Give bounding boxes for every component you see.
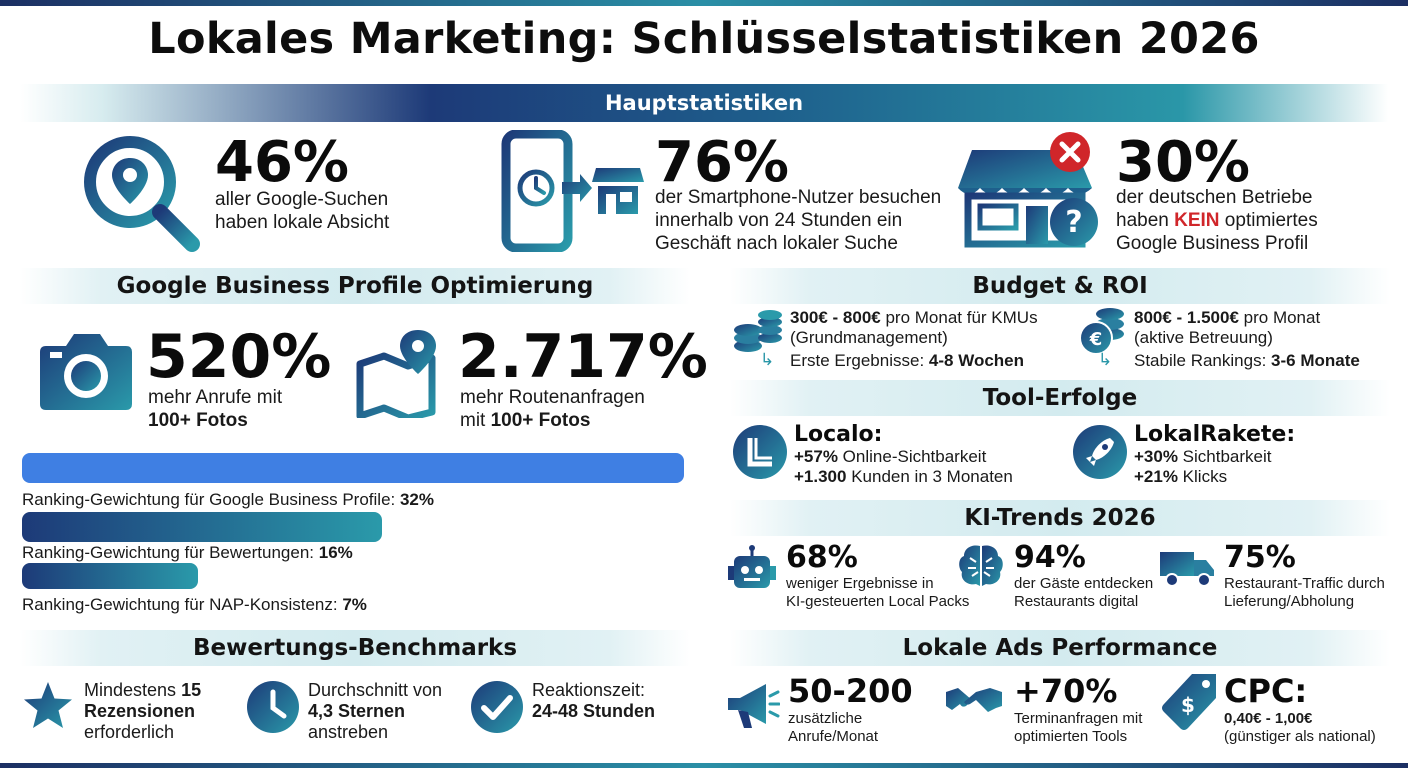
coins-icon — [732, 308, 784, 354]
rocket-icon — [1072, 424, 1128, 480]
gbp-calls-text: mehr Anrufe mit 100+ Fotos — [148, 387, 283, 431]
ai-restaurant-traffic: 75% Restaurant-Traffic durch Lieferung/A… — [1224, 540, 1385, 610]
brain-icon — [956, 542, 1006, 590]
gbp-routes-value: 2.717% — [458, 322, 708, 392]
star-icon — [22, 680, 74, 732]
ai-local-packs: 68% weniger Ergebnisse in KI-gesteuerten… — [786, 540, 970, 610]
gbp-calls-value: 520% — [146, 322, 332, 392]
review-min-count: Mindestens 15 Rezensionen erforderlich — [84, 680, 202, 742]
truck-icon — [1158, 548, 1216, 588]
budget-section-banner: Budget & ROI — [730, 268, 1390, 304]
kein-highlight: KEIN — [1174, 210, 1220, 231]
ranking-label-gbp: Ranking-Gewichtung für Google Business P… — [22, 490, 434, 509]
gbp-section-banner: Google Business Profile Optimierung — [20, 268, 690, 304]
main-stats-heading: Hauptstatistiken — [604, 91, 804, 115]
ads-heading: Lokale Ads Performance — [902, 635, 1218, 661]
localo-logo-icon — [732, 424, 788, 480]
bottom-accent-line — [0, 763, 1408, 768]
tool-localo: Localo: +57% Online-Sichtbarkeit +1.300 … — [794, 422, 1013, 486]
reviews-section-banner: Bewertungs-Benchmarks — [20, 630, 690, 666]
clock-icon — [246, 680, 300, 734]
tool-lokalrakete: LokalRakete: +30% Sichtbarkeit +21% Klic… — [1134, 422, 1296, 486]
ads-appointments: +70% Terminanfragen mit optimierten Tool… — [1014, 672, 1143, 745]
closed-store-icon: ? — [958, 130, 1108, 252]
ai-guests-digital: 94% der Gäste entdecken Restaurants digi… — [1014, 540, 1154, 610]
tools-heading: Tool-Erfolge — [982, 385, 1138, 411]
ads-cpc: CPC: 0,40€ - 1,00€ (günstiger als nation… — [1224, 672, 1376, 745]
robot-icon — [726, 544, 778, 592]
smartphone-store-icon — [500, 130, 650, 252]
stat-business-profile-text: der deutschen Betriebe haben KEIN optimi… — [1116, 187, 1318, 254]
arrow-icon: ↳ — [760, 350, 775, 369]
handshake-icon — [944, 680, 1004, 724]
stat-smartphone-value: 76% — [655, 130, 790, 195]
price-tag-icon: $ — [1162, 672, 1218, 732]
ranking-label-reviews: Ranking-Gewichtung für Bewertungen: 16% — [22, 543, 353, 562]
svg-text:?: ? — [1065, 205, 1082, 240]
ai-heading: KI-Trends 2026 — [964, 505, 1156, 531]
gbp-heading: Google Business Profile Optimierung — [116, 273, 594, 299]
megaphone-icon — [724, 676, 780, 732]
stat-business-profile-value: 30% — [1116, 130, 1251, 195]
budget-active: 800€ - 1.500€ pro Monat (aktive Betreuun… — [1134, 308, 1321, 347]
check-icon — [470, 680, 524, 734]
top-accent-line — [0, 0, 1408, 6]
page-title: Lokales Marketing: Schlüsselstatistiken … — [148, 14, 1260, 64]
budget-heading: Budget & ROI — [972, 273, 1148, 299]
main-stats-banner: Hauptstatistiken — [20, 84, 1388, 122]
svg-text:$: $ — [1181, 693, 1195, 717]
location-search-icon — [78, 130, 202, 254]
map-pin-icon — [356, 328, 448, 418]
reviews-heading: Bewertungs-Benchmarks — [192, 635, 518, 661]
review-response-time: Reaktionszeit: 24-48 Stunden — [532, 680, 656, 721]
ranking-label-nap: Ranking-Gewichtung für NAP-Konsistenz: 7… — [22, 595, 367, 614]
stat-local-search-text: aller Google-Suchen haben lokale Absicht — [215, 189, 390, 233]
ai-section-banner: KI-Trends 2026 — [730, 500, 1390, 536]
camera-icon — [38, 328, 134, 412]
ranking-bar-nap — [22, 563, 198, 589]
ranking-bar-reviews — [22, 512, 382, 542]
svg-text:€: € — [1089, 329, 1103, 350]
ads-extra-calls: 50-200 zusätzliche Anrufe/Monat — [788, 672, 913, 745]
tools-section-banner: Tool-Erfolge — [730, 380, 1390, 416]
budget-active-result: Stabile Rankings: 3-6 Monate — [1134, 351, 1360, 370]
ads-section-banner: Lokale Ads Performance — [730, 630, 1390, 666]
stat-local-search-value: 46% — [215, 130, 350, 195]
euro-coins-icon: € — [1076, 304, 1128, 356]
stat-smartphone-text: der Smartphone-Nutzer besuchen innerhalb… — [655, 187, 942, 254]
budget-basic: 300€ - 800€ pro Monat für KMUs (Grundman… — [790, 308, 1038, 347]
budget-basic-result: Erste Ergebnisse: 4-8 Wochen — [790, 351, 1024, 370]
ranking-bar-gbp — [22, 453, 684, 483]
arrow-icon: ↳ — [1098, 350, 1113, 369]
gbp-routes-text: mehr Routenanfragen mit 100+ Fotos — [460, 387, 645, 431]
review-avg-stars: Durchschnitt von 4,3 Sternen anstreben — [308, 680, 443, 742]
